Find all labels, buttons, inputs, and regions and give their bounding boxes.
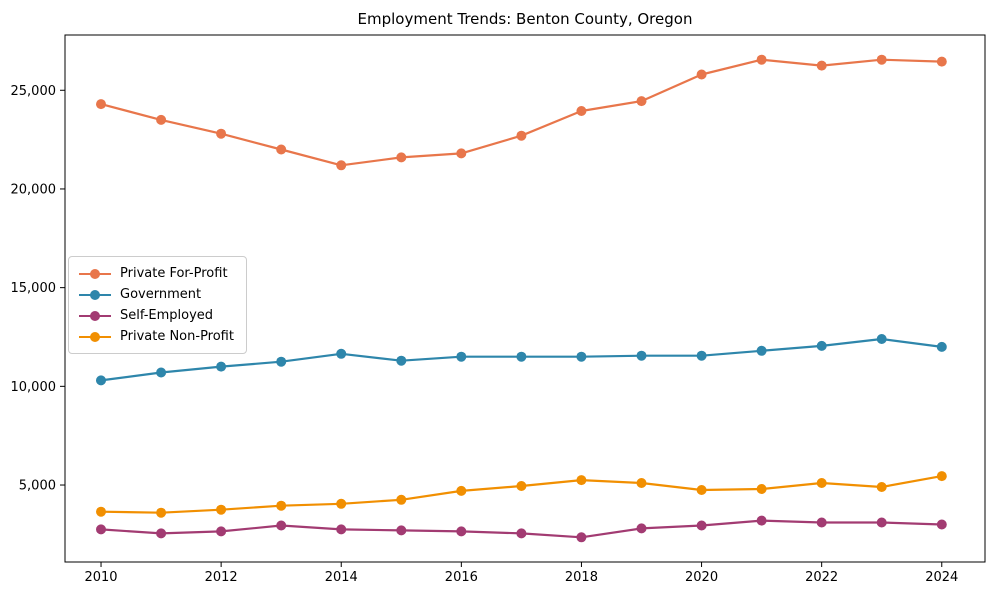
y-tick-label: 10,000 (11, 380, 57, 395)
legend-line-dot-icon (79, 268, 111, 279)
point-government-2015 (396, 355, 407, 366)
point-government-2014 (336, 348, 347, 359)
x-tick-label: 2010 (84, 570, 117, 585)
point-government-2013 (276, 356, 287, 367)
point-private-for-profit-2017 (516, 130, 527, 141)
point-self-employed-2010 (96, 524, 106, 535)
point-government-2016 (456, 351, 467, 362)
line-private-for-profit (99, 58, 943, 167)
point-private-for-profit-2013 (276, 144, 287, 155)
point-private-for-profit-2014 (336, 160, 347, 171)
point-private-for-profit-2022 (816, 60, 827, 71)
point-private-for-profit-2010 (96, 99, 106, 110)
legend-label: Private Non-Profit (120, 329, 234, 344)
point-private-non-profit-2016 (456, 485, 467, 496)
point-private-non-profit-2021 (756, 484, 767, 494)
point-private-non-profit-2010 (96, 506, 106, 517)
point-self-employed-2018 (576, 532, 587, 543)
point-self-employed-2017 (516, 528, 527, 539)
x-tick-label: 2022 (805, 570, 838, 585)
point-government-2010 (96, 375, 106, 386)
point-private-non-profit-2011 (156, 507, 167, 518)
point-private-for-profit-2011 (156, 114, 167, 125)
legend-line-dot-icon (79, 289, 111, 300)
legend-item-private-for-profit: Private For-Profit (79, 263, 234, 284)
point-government-2021 (756, 345, 767, 356)
point-private-non-profit-2019 (636, 478, 647, 488)
point-private-for-profit-2012 (216, 128, 227, 139)
legend-label: Government (120, 287, 202, 302)
point-government-2022 (816, 340, 827, 351)
x-tick-label: 2018 (565, 570, 598, 585)
legend: Private For-Profit Government Self-Employe… (68, 256, 247, 354)
point-private-non-profit-2017 (516, 481, 527, 491)
point-government-2012 (216, 361, 227, 372)
point-government-2018 (576, 351, 587, 362)
legend-line-dot-icon (79, 310, 111, 321)
point-private-for-profit-2018 (576, 106, 587, 116)
legend-label: Self-Employed (120, 308, 214, 323)
chart-title: Employment Trends: Benton County, Oregon (357, 10, 693, 28)
point-self-employed-2022 (816, 517, 827, 528)
point-private-non-profit-2014 (336, 498, 347, 509)
point-self-employed-2019 (636, 523, 647, 534)
plot-border (64, 34, 986, 563)
point-self-employed-2012 (216, 526, 227, 537)
legend-item-private-non-profit: Private Non-Profit (79, 326, 234, 347)
point-private-for-profit-2020 (696, 69, 707, 80)
point-private-non-profit-2022 (816, 478, 827, 488)
point-private-for-profit-2024 (936, 56, 947, 67)
y-tick-label: 25,000 (11, 84, 57, 99)
legend-line-dot-icon (79, 331, 111, 342)
x-tick-label: 2016 (445, 570, 478, 585)
y-tick-label: 20,000 (11, 182, 57, 197)
legend-item-government: Government (79, 284, 234, 305)
legend-item-self-employed: Self-Employed (79, 305, 234, 326)
x-tick-label: 2020 (685, 570, 718, 585)
point-self-employed-2016 (456, 526, 467, 537)
point-private-for-profit-2019 (636, 96, 647, 107)
x-tick-label: 2024 (925, 570, 958, 585)
point-private-for-profit-2023 (876, 54, 887, 65)
point-self-employed-2021 (756, 515, 767, 526)
point-government-2023 (876, 334, 887, 344)
point-private-non-profit-2023 (876, 482, 887, 492)
point-self-employed-2023 (876, 517, 887, 528)
point-private-non-profit-2015 (396, 494, 407, 505)
point-self-employed-2011 (156, 528, 167, 539)
y-tick-label: 15,000 (11, 281, 57, 296)
point-self-employed-2020 (696, 520, 707, 531)
point-government-2011 (156, 367, 167, 378)
y-tick-label: 5,000 (19, 479, 56, 494)
point-private-for-profit-2016 (456, 148, 467, 159)
point-self-employed-2015 (396, 525, 407, 536)
point-private-non-profit-2012 (216, 504, 227, 515)
point-government-2017 (516, 351, 527, 362)
point-government-2020 (696, 350, 707, 361)
x-tick-label: 2012 (205, 570, 238, 585)
point-self-employed-2014 (336, 524, 347, 535)
point-private-non-profit-2018 (576, 475, 587, 486)
point-private-non-profit-2024 (936, 471, 947, 482)
legend-label: Private For-Profit (120, 266, 228, 281)
point-government-2019 (636, 350, 647, 361)
point-self-employed-2024 (936, 519, 947, 530)
point-private-non-profit-2020 (696, 485, 707, 495)
point-private-for-profit-2015 (396, 152, 407, 163)
point-self-employed-2013 (276, 520, 287, 531)
point-government-2024 (936, 341, 947, 352)
point-private-non-profit-2013 (276, 500, 287, 511)
point-private-for-profit-2021 (756, 54, 767, 65)
x-tick-label: 2014 (325, 570, 358, 585)
